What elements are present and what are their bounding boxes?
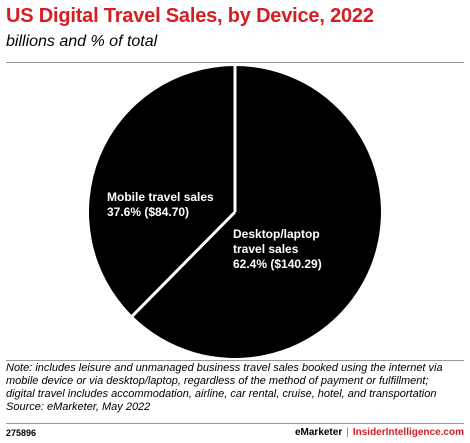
note-line: mobile device or via desktop/laptop, reg…	[6, 375, 429, 387]
slice-value-desktop: 62.4% ($140.29)	[233, 257, 322, 271]
source-line: Source: eMarketer, May 2022	[6, 401, 151, 413]
slice-separator-1	[131, 210, 237, 317]
chart-note: Note: includes leisure and unmanaged bus…	[6, 362, 466, 414]
slice-label-desktop-line1: Desktop/laptop	[233, 227, 320, 241]
pie-separators	[131, 66, 237, 317]
header-divider	[6, 62, 464, 63]
brand-insider-intelligence: InsiderIntelligence.com	[352, 427, 464, 438]
footer-divider	[6, 423, 464, 424]
brand-separator: |	[346, 427, 349, 438]
pie-slices	[88, 66, 381, 358]
slice-label-desktop-line2: travel sales	[233, 242, 299, 256]
slice-value-mobile: 37.6% ($84.70)	[107, 205, 190, 219]
slice-label-desktop: Desktop/laptop travel sales 62.4% ($140.…	[233, 227, 322, 272]
chart-subtitle: billions and % of total	[6, 33, 158, 50]
pie-slice-1	[88, 66, 236, 316]
brand-emarketer: eMarketer	[294, 427, 343, 438]
pie-slice-0	[132, 66, 381, 358]
slice-label-mobile: Mobile travel sales 37.6% ($84.70)	[107, 190, 214, 220]
note-line: digital travel includes accommodation, a…	[6, 388, 437, 400]
slice-label-mobile-line1: Mobile travel sales	[107, 190, 214, 204]
note-line: Note: includes leisure and unmanaged bus…	[6, 362, 443, 374]
chart-id: 275896	[6, 428, 37, 438]
note-divider	[6, 360, 464, 361]
footer-brand: eMarketer | InsiderIntelligence.com	[295, 427, 464, 438]
pie-chart	[88, 66, 381, 358]
chart-title: US Digital Travel Sales, by Device, 2022	[6, 5, 374, 27]
